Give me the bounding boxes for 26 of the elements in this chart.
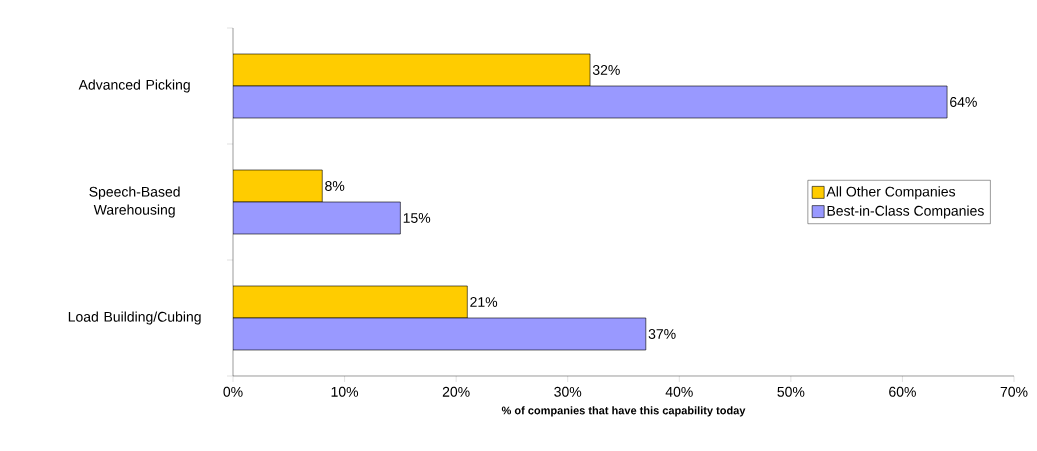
x-tick-label: 30% (554, 386, 582, 397)
y-tick-label: Load Building/Cubing (68, 311, 201, 325)
x-tick-label: 10% (331, 386, 359, 397)
x-tick-label: 60% (889, 386, 916, 397)
data-label: 32% (592, 65, 620, 75)
bar (233, 53, 591, 87)
y-tick-label: Speech-Based Warehousing (89, 186, 180, 218)
bar (233, 169, 323, 203)
x-tick-label: 70% (1000, 386, 1028, 397)
data-label: 15% (403, 213, 431, 223)
bar (233, 285, 468, 319)
data-label: 21% (470, 297, 498, 307)
bar (233, 85, 948, 119)
x-tick-label: 20% (442, 386, 470, 397)
x-tick-label: 50% (777, 386, 805, 397)
data-label: 64% (950, 97, 977, 107)
legend-label: All Other Companies (826, 186, 956, 200)
y-tick-label: Advanced Picking (78, 79, 190, 93)
x-axis-title: % of companies that have this capability today (501, 406, 746, 417)
data-label: 37% (648, 329, 676, 339)
legend-label: Best-in-Class Companies (827, 205, 984, 219)
bar (233, 317, 647, 351)
data-label: 8% (325, 181, 345, 191)
x-tick-label: 40% (665, 386, 693, 397)
x-tick-label: 0% (223, 386, 243, 397)
bar (233, 201, 401, 235)
